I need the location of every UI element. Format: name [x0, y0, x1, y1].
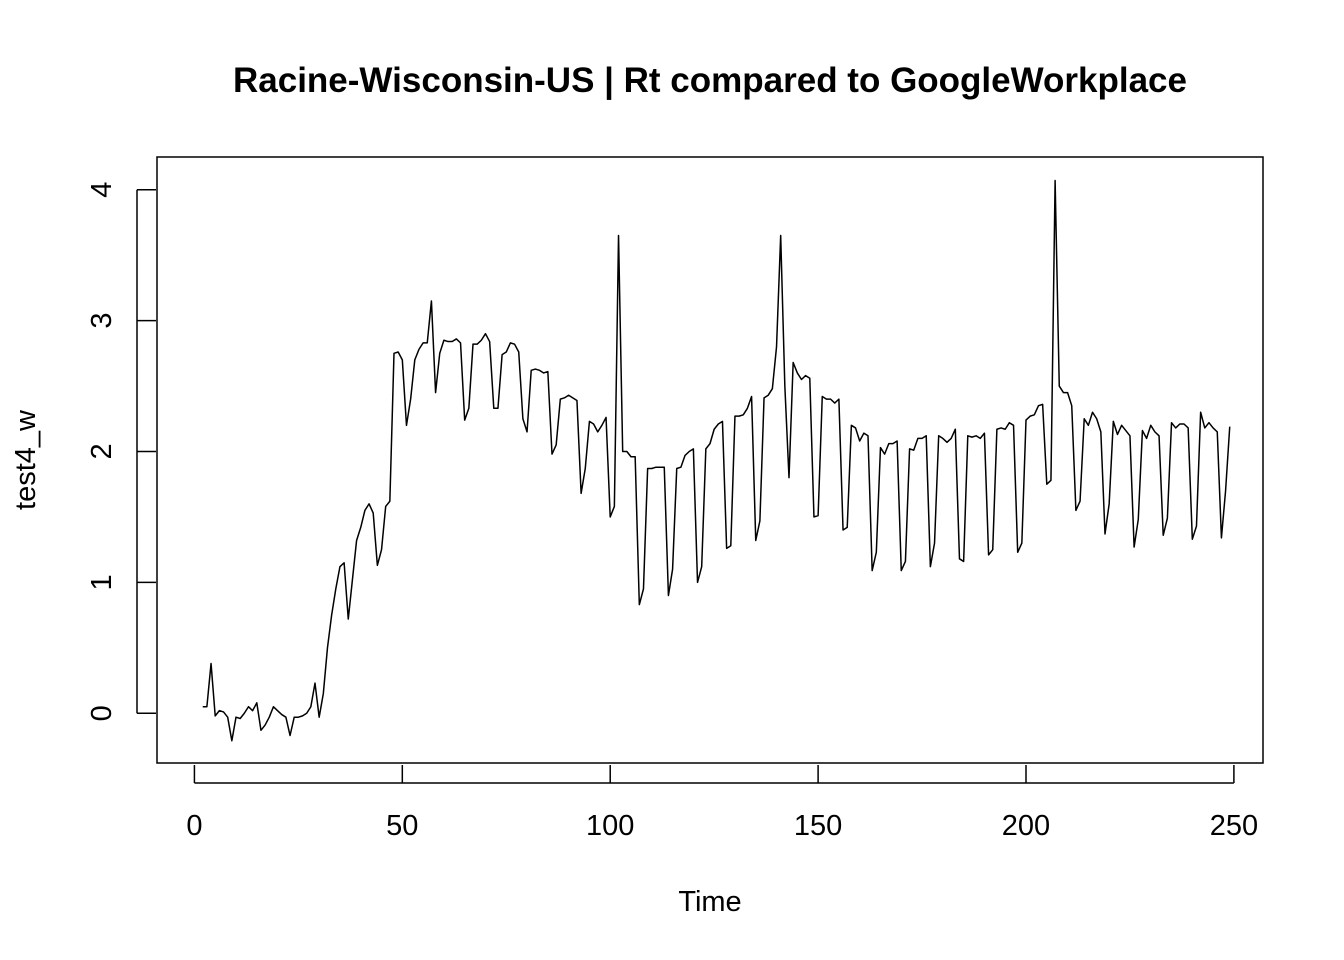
chart-title: Racine-Wisconsin-US | Rt compared to Goo…	[233, 61, 1187, 100]
x-axis: 0 50 100 150 200 250	[186, 765, 1258, 842]
x-axis-label: Time	[678, 886, 741, 918]
x-tick-label: 50	[386, 810, 418, 842]
y-tick-label: 1	[86, 574, 118, 590]
x-tick-label: 250	[1210, 810, 1258, 842]
y-axis-label: test4_w	[10, 409, 42, 510]
x-tick-label: 0	[186, 810, 202, 842]
series-line	[202, 179, 1231, 742]
y-tick-label: 2	[86, 443, 118, 459]
y-axis: 0 1 2 3 4	[86, 182, 156, 721]
x-tick-label: 100	[586, 810, 634, 842]
y-tick-label: 4	[86, 182, 118, 198]
x-tick-label: 200	[1002, 810, 1050, 842]
y-tick-label: 0	[86, 705, 118, 721]
plot-frame	[156, 156, 1264, 764]
x-tick-label: 150	[794, 810, 842, 842]
y-tick-label: 3	[86, 313, 118, 329]
